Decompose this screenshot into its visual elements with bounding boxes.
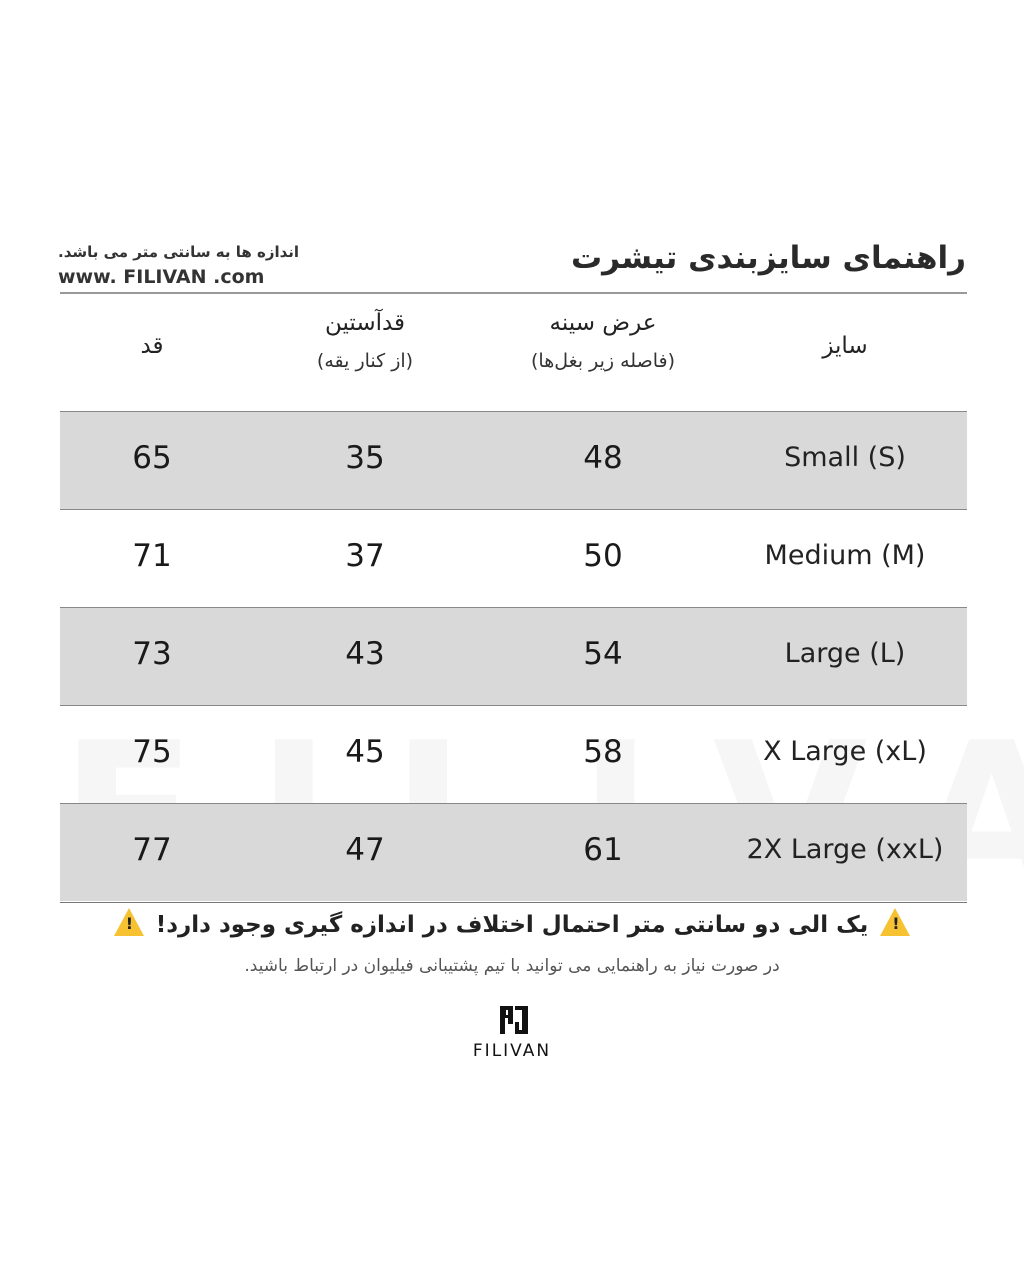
warning-text: یک الی دو سانتی متر احتمال اختلاف در اند… xyxy=(155,912,869,938)
length-cell: 71 xyxy=(132,538,172,574)
sleeve-cell: 35 xyxy=(345,440,385,476)
header-length: قد xyxy=(32,333,272,359)
header-label: قدآستین xyxy=(324,310,406,336)
chest-cell: 58 xyxy=(583,734,623,770)
website-link[interactable]: www. FILIVAN .com xyxy=(58,266,265,288)
warning-triangle-icon: ! xyxy=(113,908,144,936)
sleeve-cell: 37 xyxy=(345,538,385,574)
header-label: عرض سینه xyxy=(549,310,657,336)
warning-triangle-icon: ! xyxy=(880,908,911,936)
warning-note: ! یک الی دو سانتی متر احتمال اختلاف در ا… xyxy=(0,908,1024,938)
length-cell: 77 xyxy=(132,832,172,868)
sleeve-cell: 43 xyxy=(345,636,385,672)
sleeve-cell: 45 xyxy=(345,734,385,770)
table-row: Medium (M) 50 37 71 xyxy=(60,509,967,607)
support-text: در صورت نیاز به راهنمایی می توانید با تی… xyxy=(244,956,780,976)
units-note: اندازه ها به سانتی متر می باشد. xyxy=(58,243,300,261)
size-cell: Small (S) xyxy=(784,442,906,473)
sleeve-cell: 47 xyxy=(345,832,385,868)
header-chest: عرض سینه (فاصله زیر بغل‌ها) xyxy=(483,310,723,372)
chest-cell: 61 xyxy=(583,832,623,868)
size-cell: Large (L) xyxy=(784,638,906,669)
header-label: قد xyxy=(140,333,164,359)
length-cell: 75 xyxy=(132,734,172,770)
divider xyxy=(60,292,967,294)
header-size: سایز xyxy=(725,333,965,359)
table-row: X Large (xL) 58 45 75 xyxy=(60,705,967,803)
size-cell: 2X Large (xxL) xyxy=(746,834,944,865)
table-row: Large (L) 54 43 73 xyxy=(60,607,967,705)
size-cell: Medium (M) xyxy=(764,540,926,571)
chest-cell: 48 xyxy=(583,440,623,476)
chest-cell: 54 xyxy=(583,636,623,672)
table-row: Small (S) 48 35 65 xyxy=(60,411,967,509)
header-label: سایز xyxy=(822,333,868,359)
header-sublabel: (فاصله زیر بغل‌ها) xyxy=(531,350,675,372)
divider xyxy=(60,902,967,903)
filivan-logo-icon xyxy=(500,1006,528,1034)
table-row: 2X Large (xxL) 61 47 77 xyxy=(60,803,967,901)
length-cell: 65 xyxy=(132,440,172,476)
header-sleeve: قدآستین (از کنار یقه) xyxy=(245,310,485,372)
length-cell: 73 xyxy=(132,636,172,672)
size-cell: X Large (xL) xyxy=(763,736,927,767)
brand-name: FILIVAN xyxy=(472,1041,552,1061)
header-sublabel: (از کنار یقه) xyxy=(316,350,414,372)
chest-cell: 50 xyxy=(583,538,623,574)
page-title: راهنمای سایزبندی تیشرت xyxy=(571,240,966,276)
